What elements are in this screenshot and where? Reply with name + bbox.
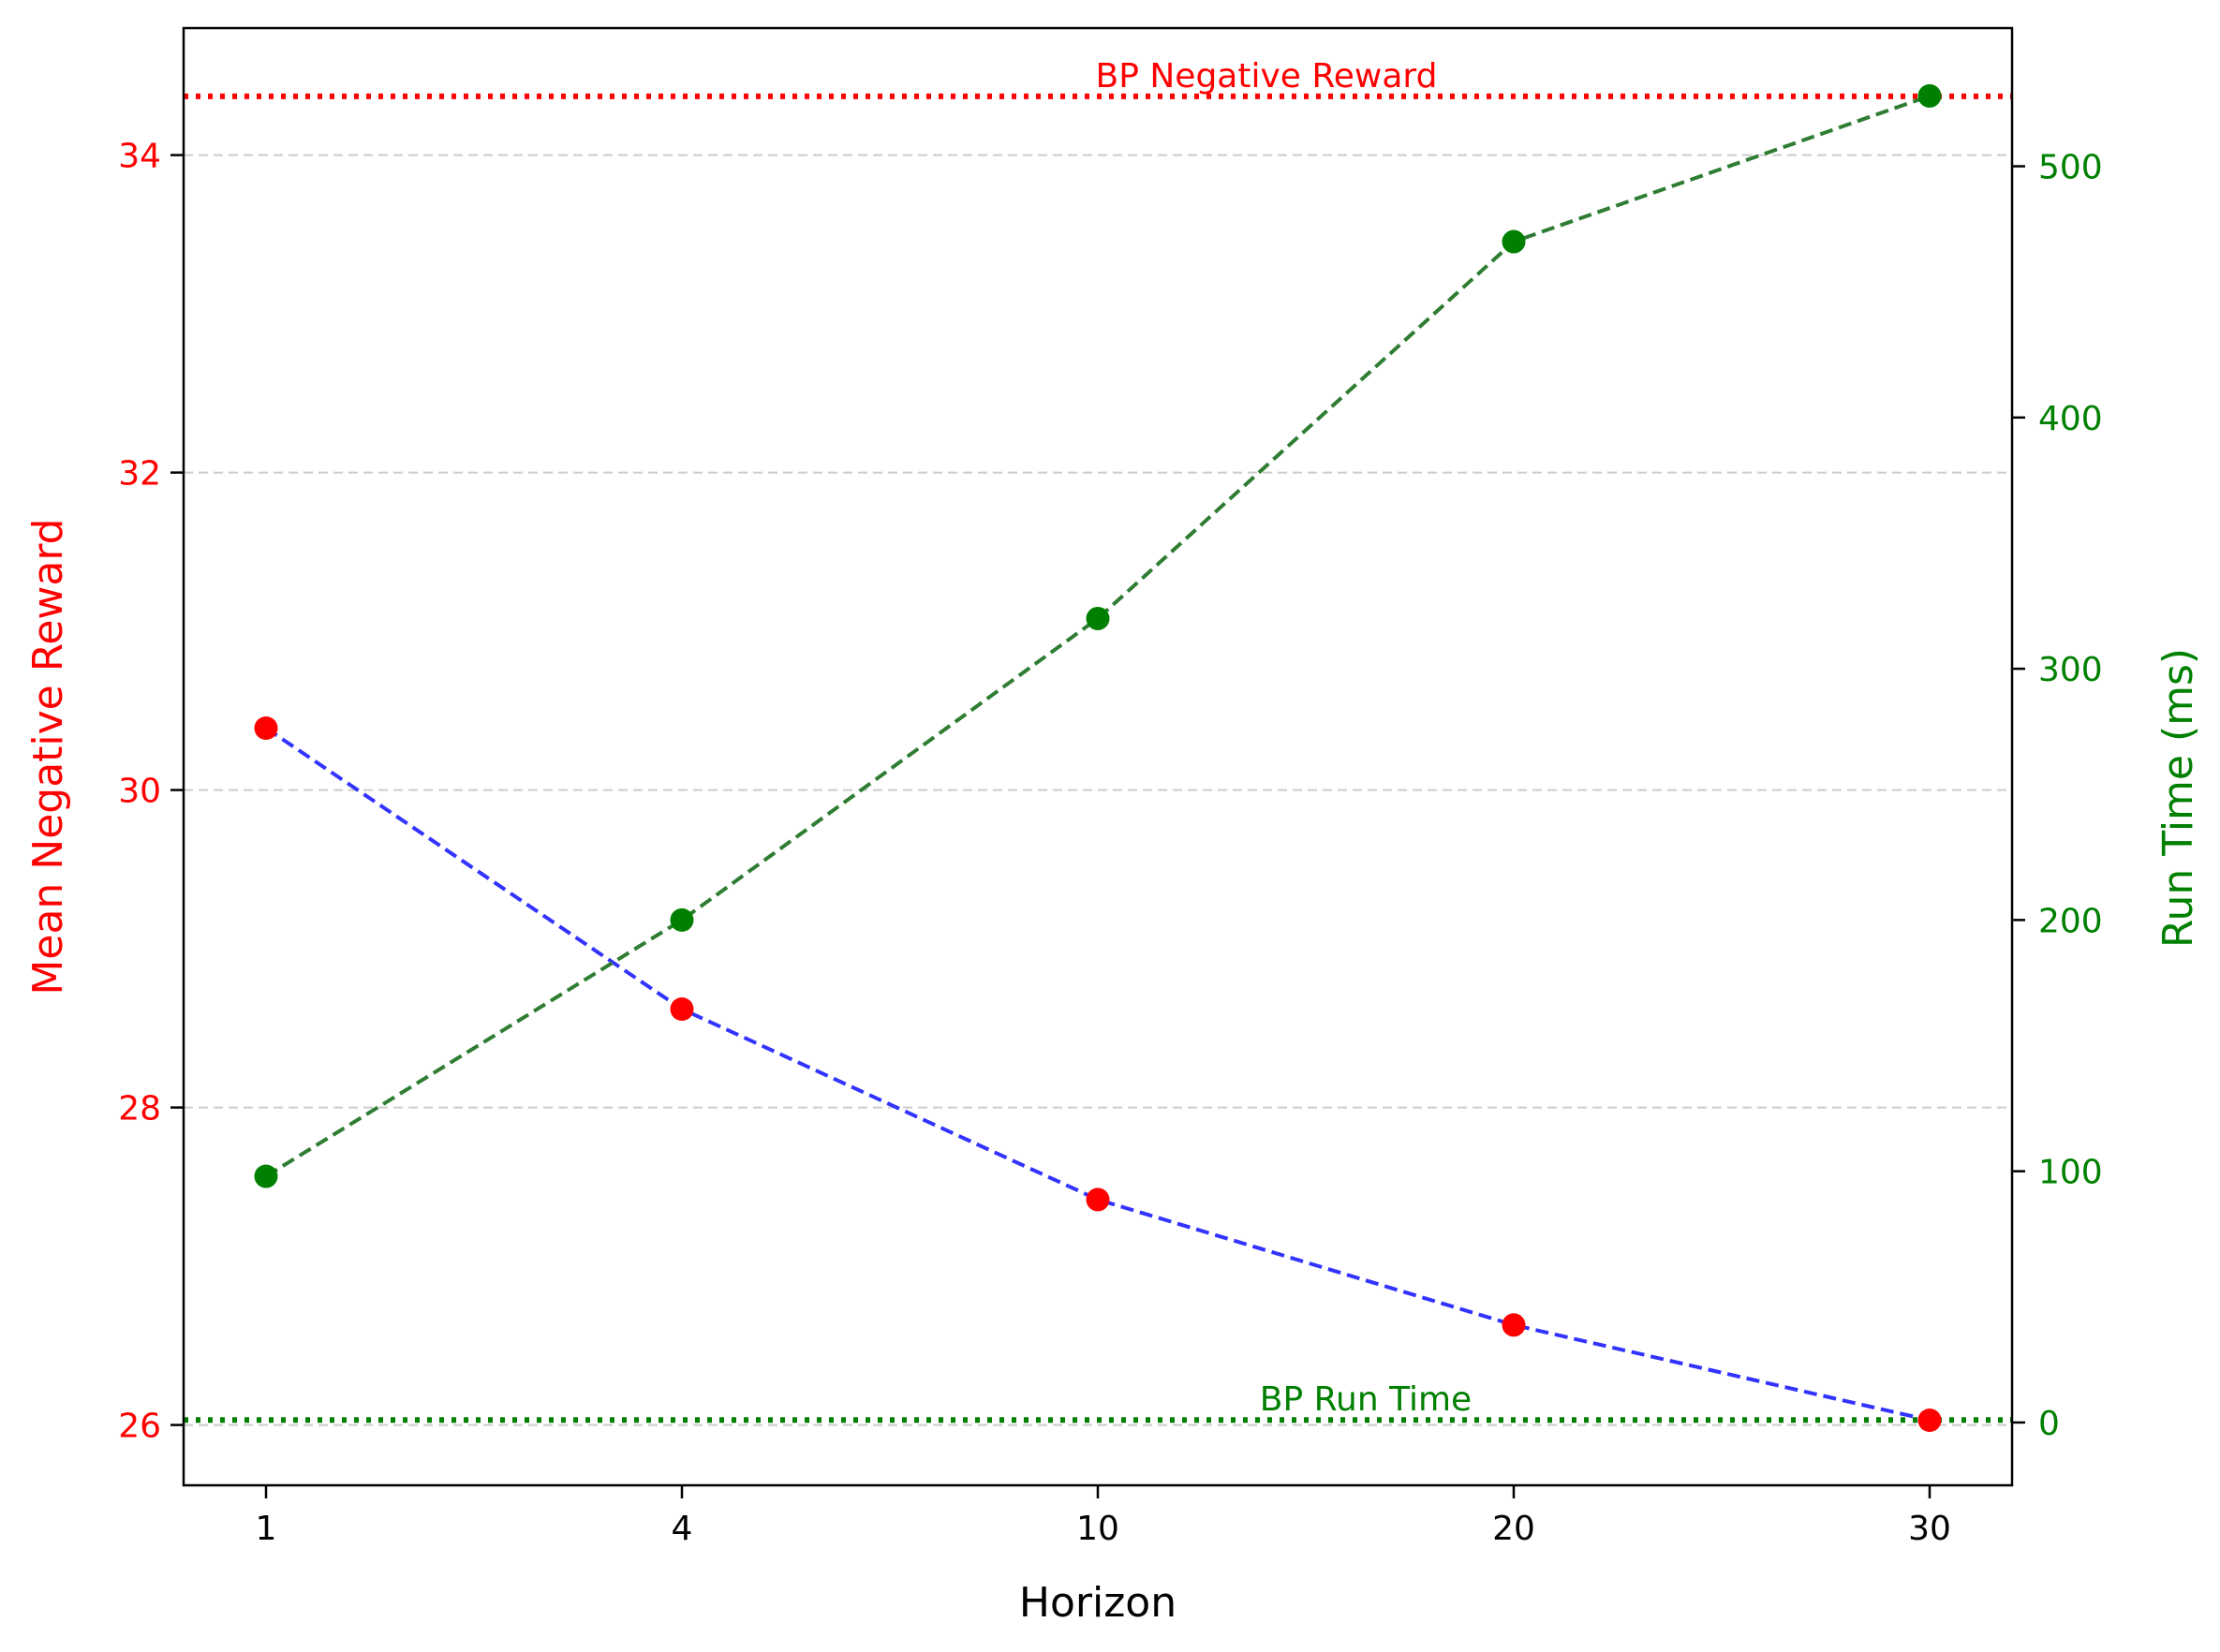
right-y-tick-label: 100 bbox=[2038, 1154, 2103, 1192]
left-y-tick-label: 28 bbox=[118, 1090, 161, 1128]
left-y-tick-label: 26 bbox=[118, 1408, 161, 1446]
right-y-tick-label: 200 bbox=[2038, 902, 2103, 940]
right-y-axis-title: Run Time (ms) bbox=[2154, 648, 2202, 948]
data-point bbox=[254, 715, 278, 740]
series-lines bbox=[264, 94, 1931, 1423]
data-point bbox=[1502, 229, 1526, 254]
x-axis-ticks: 1 4 10 20 30 bbox=[256, 1485, 1951, 1548]
reference-label: BP Run Time bbox=[1260, 1380, 1472, 1419]
reference-labels: BP Negative Reward BP Run Time bbox=[1096, 57, 1473, 1419]
right-y-tick-label: 500 bbox=[2038, 149, 2103, 187]
right-y-tick-label: 400 bbox=[2038, 400, 2103, 438]
x-tick-label: 1 bbox=[256, 1510, 277, 1548]
data-point bbox=[670, 907, 694, 932]
reference-label: BP Negative Reward bbox=[1096, 57, 1438, 96]
left-y-tick-label: 34 bbox=[118, 138, 161, 176]
x-tick-label: 4 bbox=[672, 1510, 693, 1548]
data-point bbox=[254, 1164, 278, 1188]
series-markers bbox=[254, 83, 1942, 1433]
data-point bbox=[1917, 83, 1942, 108]
left-y-tick-label: 30 bbox=[118, 773, 161, 811]
data-point bbox=[1917, 1409, 1942, 1433]
data-point bbox=[670, 997, 694, 1022]
left-y-axis-title: Mean Negative Reward bbox=[24, 518, 72, 995]
data-point bbox=[1086, 606, 1110, 630]
series-line bbox=[264, 726, 1931, 1423]
data-point bbox=[1086, 1187, 1110, 1212]
left-y-axis-ticks: 26 28 30 32 34 bbox=[118, 138, 184, 1446]
data-point bbox=[1502, 1313, 1526, 1337]
left-y-tick-label: 32 bbox=[118, 455, 161, 494]
plot-frame bbox=[182, 26, 2014, 1487]
grid-lines bbox=[184, 154, 2012, 1426]
right-y-tick-label: 300 bbox=[2038, 651, 2103, 689]
x-tick-label: 20 bbox=[1492, 1510, 1535, 1548]
right-y-axis-ticks: 0 100 200 300 400 500 bbox=[2012, 149, 2103, 1443]
series-line bbox=[264, 94, 1931, 1178]
x-tick-label: 10 bbox=[1076, 1510, 1119, 1548]
reference-lines bbox=[184, 93, 2012, 1423]
x-axis-title: Horizon bbox=[1019, 1579, 1177, 1627]
x-tick-label: 30 bbox=[1908, 1510, 1951, 1548]
right-y-tick-label: 0 bbox=[2038, 1405, 2060, 1443]
